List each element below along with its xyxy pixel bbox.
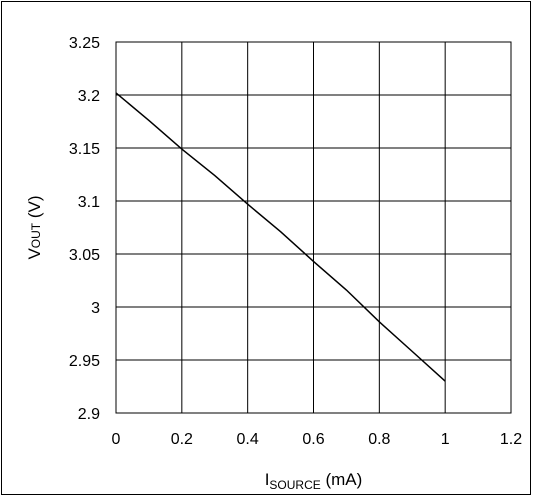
y-tick-label: 3.2	[78, 88, 100, 105]
y-axis-title-sub: OUT	[29, 222, 43, 248]
y-axis-title-main: V	[25, 248, 44, 260]
x-tick-label: 1	[441, 431, 450, 448]
x-tick-label: 0.8	[368, 431, 390, 448]
y-tick-label: 2.9	[78, 406, 100, 423]
x-axis-title-unit: (mA)	[321, 470, 363, 489]
x-tick-label: 0	[112, 431, 121, 448]
x-tick-label: 0.2	[171, 431, 193, 448]
y-tick-label: 3.05	[69, 247, 100, 264]
plot-area	[115, 41, 512, 414]
grid-lines	[115, 41, 512, 414]
x-tick-label: 0.4	[237, 431, 259, 448]
y-tick-label: 3.1	[78, 194, 100, 211]
y-tick-label: 2.95	[69, 353, 100, 370]
x-axis-title: ISOURCE (mA)	[265, 470, 363, 492]
y-axis-title: VOUT (V)	[25, 195, 44, 259]
y-tick-labels: 2.9 2.95 3 3.05 3.1 3.15 3.2 3.25	[69, 35, 100, 423]
series-line	[115, 92, 446, 382]
x-axis-title-main: I	[265, 470, 270, 489]
y-axis-title-unit: (V)	[25, 195, 44, 222]
x-axis-title-sub: SOURCE	[269, 478, 320, 492]
y-tick-label: 3	[91, 300, 100, 317]
x-tick-label: 0.6	[302, 431, 324, 448]
y-tick-label: 3.25	[69, 35, 100, 52]
y-tick-label: 3.15	[69, 141, 100, 158]
x-tick-label: 1.2	[500, 431, 522, 448]
x-tick-labels: 0 0.2 0.4 0.6 0.8 1 1.2	[112, 431, 523, 448]
